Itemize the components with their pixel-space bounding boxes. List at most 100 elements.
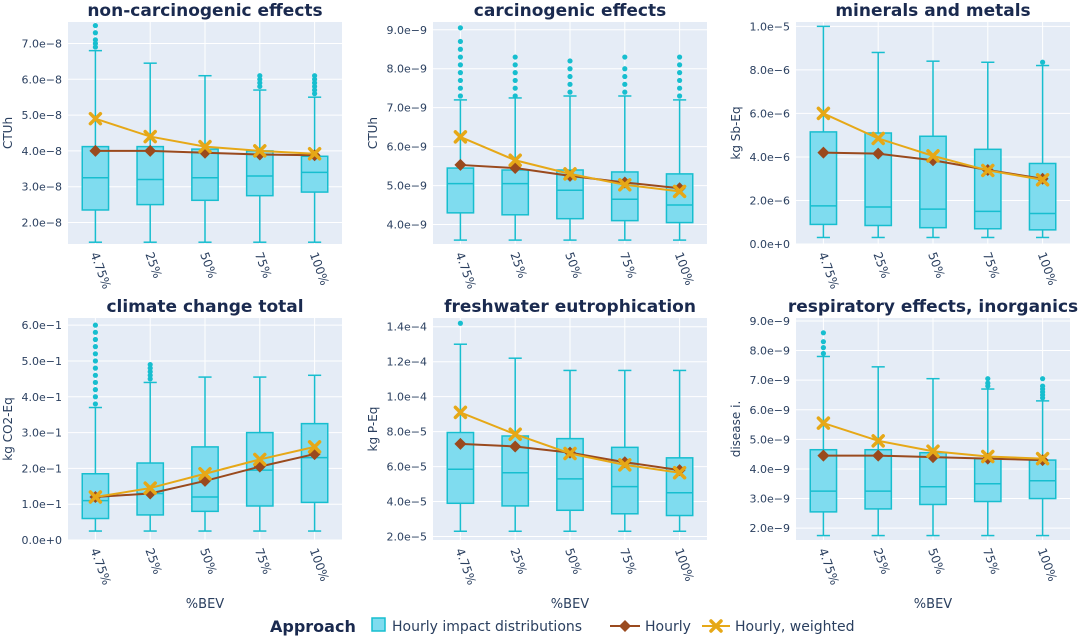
marker-hourly-weighted[interactable]	[871, 434, 885, 448]
marker-hourly-weighted[interactable]	[508, 427, 522, 441]
marker-hourly[interactable]	[89, 144, 102, 157]
marker-hourly-weighted[interactable]	[816, 416, 831, 430]
y-axis-label: kg P-Eq	[366, 407, 380, 452]
marker-hourly[interactable]	[454, 158, 467, 171]
outlier-point	[147, 369, 153, 375]
outlier-point	[312, 76, 318, 82]
box-iqr[interactable]	[665, 173, 694, 224]
marker-hourly-weighted[interactable]	[672, 465, 687, 480]
marker-hourly-weighted[interactable]	[926, 149, 940, 163]
x-tick-label: 4.75%	[453, 250, 479, 291]
box-plot[interactable]	[300, 73, 329, 243]
y-tick-label: 6.0e−8	[22, 73, 62, 86]
y-tick-label: 1.0e−4	[387, 391, 427, 404]
marker-hourly-weighted[interactable]	[618, 178, 632, 192]
legend-label-weighted[interactable]: Hourly, weighted	[735, 619, 855, 635]
box-plot[interactable]	[973, 376, 1002, 537]
box-iqr[interactable]	[300, 422, 329, 504]
marker-hourly-weighted[interactable]	[453, 405, 468, 420]
box-iqr[interactable]	[809, 131, 838, 226]
marker-hourly[interactable]	[872, 449, 885, 462]
outlier-point	[92, 372, 98, 378]
legend-hourly-marker[interactable]	[619, 620, 631, 632]
x-axis-label: %BEV	[551, 597, 589, 612]
y-tick-label: 1.2e−4	[387, 356, 427, 369]
x-tick-label: 4.75%	[88, 546, 114, 587]
marker-hourly-weighted[interactable]	[307, 147, 322, 161]
legend-box-swatch[interactable]	[371, 617, 386, 632]
outlier-point	[457, 77, 463, 84]
x-axis-label: %BEV	[186, 597, 224, 612]
marker-hourly-weighted[interactable]	[198, 139, 212, 154]
x-tick-label: 100%	[672, 250, 697, 287]
marker-hourly[interactable]	[817, 449, 830, 462]
marker-hourly-weighted[interactable]	[143, 481, 157, 495]
marker-hourly-weighted[interactable]	[307, 440, 322, 454]
outlier-point	[92, 365, 98, 371]
marker-hourly-weighted[interactable]	[253, 144, 267, 158]
box-plot[interactable]	[665, 54, 694, 241]
y-tick-label: 4.0e−1	[22, 391, 62, 404]
marker-hourly-weighted[interactable]	[871, 131, 885, 146]
box-iqr[interactable]	[300, 155, 329, 193]
marker-hourly-weighted[interactable]	[1035, 173, 1050, 187]
marker-hourly-weighted[interactable]	[143, 129, 157, 144]
marker-hourly-weighted[interactable]	[88, 490, 103, 504]
x-tick-label: 25%	[142, 546, 164, 576]
x-tick-label: 50%	[925, 250, 947, 280]
legend-label-hourly[interactable]: Hourly	[645, 619, 691, 635]
y-tick-label: 1.0e−5	[750, 20, 790, 33]
marker-hourly-weighted[interactable]	[563, 446, 577, 461]
box-iqr[interactable]	[446, 167, 475, 214]
box-plot[interactable]	[973, 61, 1002, 239]
outlier-point	[512, 77, 518, 84]
box-plot[interactable]	[665, 369, 694, 533]
marker-hourly[interactable]	[454, 437, 467, 450]
box-plot[interactable]	[446, 25, 475, 241]
box-plot[interactable]	[919, 60, 947, 239]
outlier-point	[622, 81, 628, 87]
marker-hourly[interactable]	[509, 440, 522, 453]
marker-hourly-weighted[interactable]	[672, 184, 687, 199]
marker-hourly-weighted[interactable]	[981, 449, 995, 464]
outlier-point	[92, 22, 98, 29]
y-tick-label: 0.0e+0	[22, 534, 62, 547]
outlier-point	[457, 93, 463, 99]
y-tick-label: 5.0e−8	[22, 109, 62, 122]
outlier-point	[567, 89, 573, 95]
outlier-point	[457, 85, 463, 91]
marker-hourly-weighted[interactable]	[88, 111, 103, 126]
box-iqr[interactable]	[973, 148, 1002, 230]
box-plot[interactable]	[1028, 376, 1057, 537]
marker-hourly[interactable]	[817, 146, 830, 159]
marker-hourly-weighted[interactable]	[618, 458, 632, 472]
marker-hourly-weighted[interactable]	[1035, 451, 1050, 466]
marker-hourly-weighted[interactable]	[198, 467, 212, 481]
marker-hourly-weighted[interactable]	[453, 130, 468, 144]
box-plot[interactable]	[300, 374, 329, 532]
marker-hourly[interactable]	[144, 144, 157, 157]
box-iqr[interactable]	[665, 457, 694, 517]
y-tick-label: 3.0e−1	[22, 427, 62, 440]
marker-hourly-weighted[interactable]	[563, 167, 577, 181]
marker-hourly[interactable]	[872, 147, 885, 160]
outlier-point	[512, 62, 518, 68]
y-tick-label: 9.0e−9	[750, 315, 790, 328]
legend-weighted-marker[interactable]	[709, 619, 723, 633]
outlier-point	[92, 30, 98, 36]
box-iqr[interactable]	[864, 132, 893, 227]
box-iqr[interactable]	[501, 169, 530, 216]
outlier-point	[820, 345, 827, 351]
y-tick-label: 4.0e−8	[22, 145, 62, 158]
marker-hourly-weighted[interactable]	[816, 106, 831, 121]
box-iqr[interactable]	[973, 457, 1002, 503]
box-plot[interactable]	[191, 74, 219, 243]
box-iqr[interactable]	[919, 135, 947, 229]
outlier-point	[147, 361, 153, 368]
marker-hourly-weighted[interactable]	[981, 163, 995, 178]
marker-hourly-weighted[interactable]	[508, 153, 522, 168]
legend-label-distributions[interactable]: Hourly impact distributions	[392, 619, 582, 635]
marker-hourly-weighted[interactable]	[926, 444, 940, 458]
outlier-point	[567, 66, 573, 72]
marker-hourly-weighted[interactable]	[253, 452, 267, 467]
